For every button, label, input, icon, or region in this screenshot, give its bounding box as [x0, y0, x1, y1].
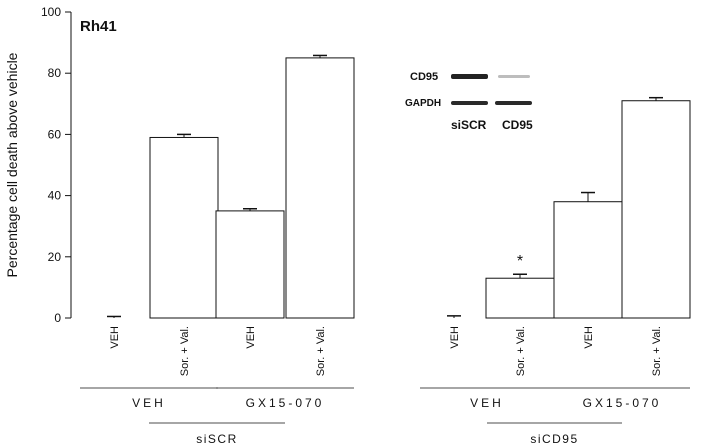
category-label: VEH [245, 326, 257, 349]
blot-row-label-cd95: CD95 [410, 71, 438, 83]
blot-lane-label-siscr: siSCR [451, 118, 487, 132]
category-label: VEH [583, 326, 595, 349]
group-labels: VEH GX15-070 VEH GX15-070 siSCR siCD95 [80, 387, 690, 446]
treatment-group-label: GX15-070 [583, 396, 662, 410]
blot-lane-label-cd95: CD95 [502, 118, 533, 132]
y-axis: 0 20 40 60 80 100 [41, 5, 72, 325]
bar [215, 210, 285, 319]
category-label: VEH [109, 326, 121, 349]
western-blot-inset: CD95 GAPDH siSCR CD95 [405, 71, 533, 132]
y-tick-label: 100 [41, 5, 61, 19]
y-tick-label: 0 [54, 311, 61, 325]
bar [553, 201, 623, 319]
blot-band-cd95-siscr [451, 74, 488, 79]
bar [485, 277, 555, 319]
category-labels: VEH Sor. + Val. VEH Sor. + Val. VEH Sor. + Va… [109, 326, 663, 376]
category-label: Sor. + Val. [515, 326, 527, 376]
blot-band-cd95-sicd95 [498, 75, 530, 78]
blot-band-gapdh-sicd95 [495, 101, 532, 105]
treatment-group-label: VEH [470, 396, 504, 410]
treatment-group-label: VEH [132, 396, 166, 410]
treatment-group-label: GX15-070 [246, 396, 325, 410]
y-tick-label: 80 [48, 66, 62, 80]
bars: * [107, 54, 691, 319]
sirna-group-label: siSCR [196, 432, 238, 446]
category-label: Sor. + Val. [651, 326, 663, 376]
y-tick-label: 40 [48, 189, 62, 203]
y-axis-label: Percentage cell death above vehicle [4, 52, 20, 277]
category-label: VEH [449, 326, 461, 349]
bar [621, 100, 691, 319]
bar [285, 57, 355, 319]
blot-band-gapdh-siscr [451, 101, 488, 105]
category-label: Sor. + Val. [179, 326, 191, 376]
y-tick-label: 60 [48, 127, 62, 141]
y-tick-label: 20 [48, 250, 62, 264]
category-label: Sor. + Val. [315, 326, 327, 376]
significance-marker: * [517, 253, 523, 270]
sirna-group-label: siCD95 [530, 432, 578, 446]
bar [149, 136, 219, 319]
panel-label: Rh41 [80, 18, 117, 35]
blot-row-label-gapdh: GAPDH [405, 98, 441, 109]
